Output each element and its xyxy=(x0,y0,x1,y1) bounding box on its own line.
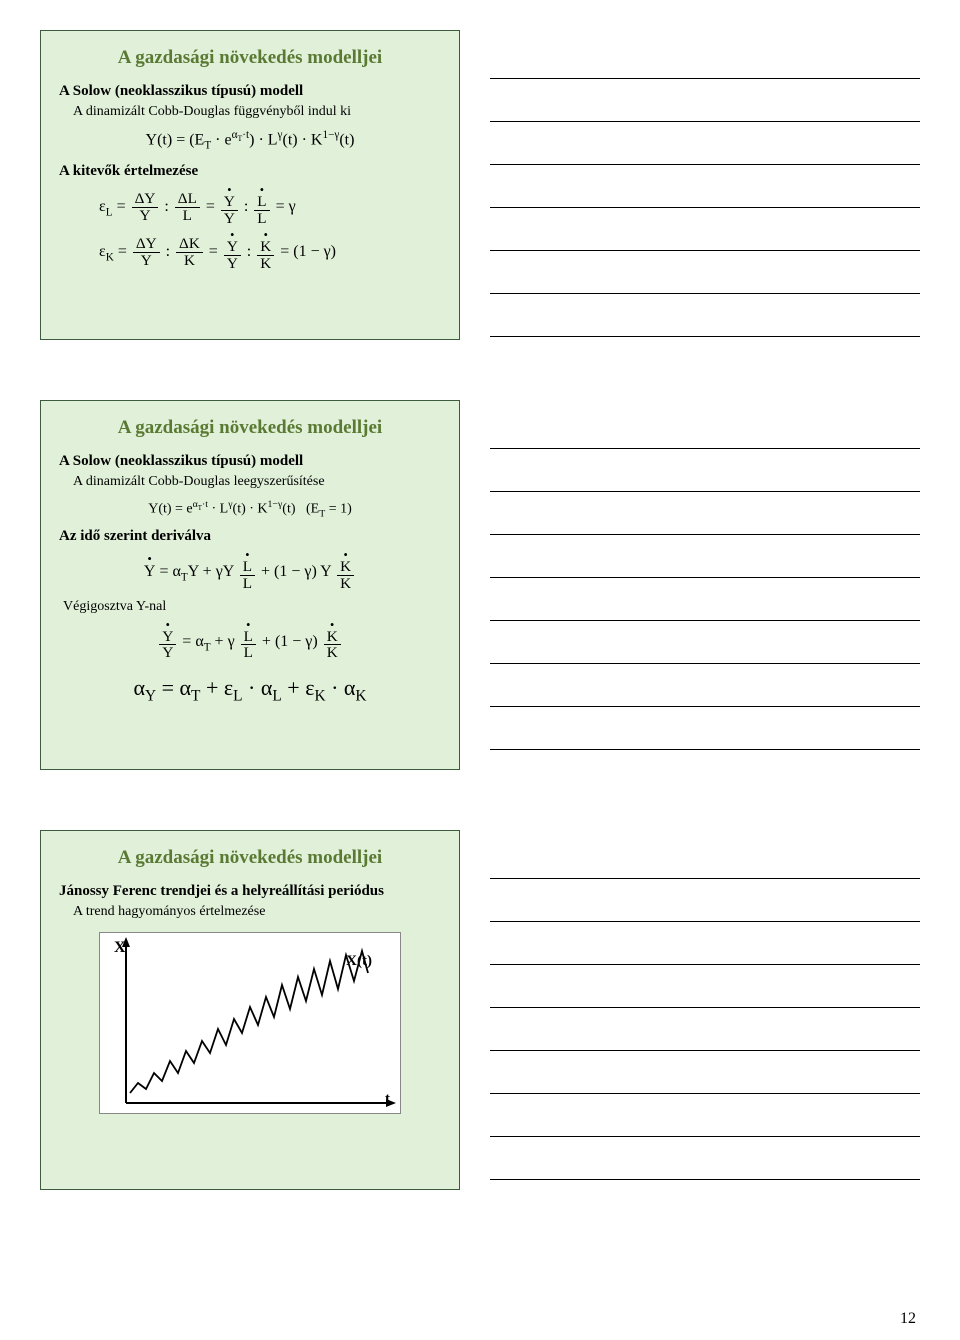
slide-3-subtitle: Jánossy Ferenc trendjei és a helyreállít… xyxy=(59,881,441,901)
page-number: 12 xyxy=(900,1310,916,1328)
slide-1-line-2: A kitevők értelmezése xyxy=(59,161,441,181)
slide-1-eps-L: εL = ΔYY : ΔLL = YY : LL = γ xyxy=(59,188,441,227)
slide-3-title: A gazdasági növekedés modelljei xyxy=(59,845,441,871)
note-rule xyxy=(490,578,920,621)
slide-2-formula-2: Y = αTY + γY LL + (1 − γ) Y KK xyxy=(59,553,441,592)
slide-2-line-3: Végigosztva Y-nal xyxy=(63,598,441,617)
note-rule xyxy=(490,664,920,707)
note-rule xyxy=(490,535,920,578)
slide-1-formula-1: Y(t) = (ET · eαT·t) · Lγ(t) · K1−γ(t) xyxy=(59,128,441,154)
slide-2: A gazdasági növekedés modelljei A Solow … xyxy=(40,400,460,770)
slide-1-line-1: A dinamizált Cobb-Douglas függvényből in… xyxy=(73,103,441,122)
chart-curve-label: X(t) xyxy=(346,951,372,971)
note-rule xyxy=(490,1094,920,1137)
slide-1: A gazdasági növekedés modelljei A Solow … xyxy=(40,30,460,340)
slide-2-title: A gazdasági növekedés modelljei xyxy=(59,415,441,441)
note-rule xyxy=(490,79,920,122)
note-rule xyxy=(490,122,920,165)
note-rule xyxy=(490,406,920,449)
row-2: A gazdasági növekedés modelljei A Solow … xyxy=(40,400,920,770)
note-rule xyxy=(490,707,920,750)
note-rule xyxy=(490,294,920,337)
chart-y-label: X xyxy=(114,937,126,959)
slide-2-formula-3: YY = αT + γ LL + (1 − γ) KK xyxy=(59,623,441,662)
note-rule xyxy=(490,36,920,79)
note-rule xyxy=(490,836,920,879)
slide-2-line-1: A dinamizált Cobb-Douglas leegyszerűsíté… xyxy=(73,473,441,492)
notes-1 xyxy=(490,30,920,340)
note-rule xyxy=(490,879,920,922)
note-rule xyxy=(490,922,920,965)
notes-2 xyxy=(490,400,920,770)
chart-x-label: t xyxy=(385,1089,390,1109)
trend-chart: X X(t) t xyxy=(99,932,401,1114)
notes-3 xyxy=(490,830,920,1190)
note-rule xyxy=(490,1137,920,1180)
note-rule xyxy=(490,449,920,492)
trend-polyline xyxy=(130,951,368,1093)
note-rule xyxy=(490,965,920,1008)
slide-2-big-formula: αY = αT + εL · αL + εK · αK xyxy=(59,673,441,707)
note-rule xyxy=(490,251,920,294)
slide-3: A gazdasági növekedés modelljei Jánossy … xyxy=(40,830,460,1190)
note-rule xyxy=(490,1008,920,1051)
note-rule xyxy=(490,621,920,664)
slide-2-line-2: Az idő szerint deriválva xyxy=(59,526,441,546)
note-rule xyxy=(490,208,920,251)
slide-1-title: A gazdasági növekedés modelljei xyxy=(59,45,441,71)
slide-2-subtitle: A Solow (neoklasszikus típusú) modell xyxy=(59,451,441,471)
slide-2-formula-1: Y(t) = eαT·t · Lγ(t) · K1−γ(t) (ET = 1) xyxy=(59,498,441,521)
page: A gazdasági növekedés modelljei A Solow … xyxy=(0,0,960,1340)
row-3: A gazdasági növekedés modelljei Jánossy … xyxy=(40,830,920,1190)
note-rule xyxy=(490,165,920,208)
note-rule xyxy=(490,1051,920,1094)
slide-1-eps-K: εK = ΔYY : ΔKK = YY : KK = (1 − γ) xyxy=(59,233,441,272)
row-1: A gazdasági növekedés modelljei A Solow … xyxy=(40,30,920,340)
note-rule xyxy=(490,492,920,535)
slide-3-line-1: A trend hagyományos értelmezése xyxy=(73,903,441,922)
slide-1-subtitle: A Solow (neoklasszikus típusú) modell xyxy=(59,81,441,101)
